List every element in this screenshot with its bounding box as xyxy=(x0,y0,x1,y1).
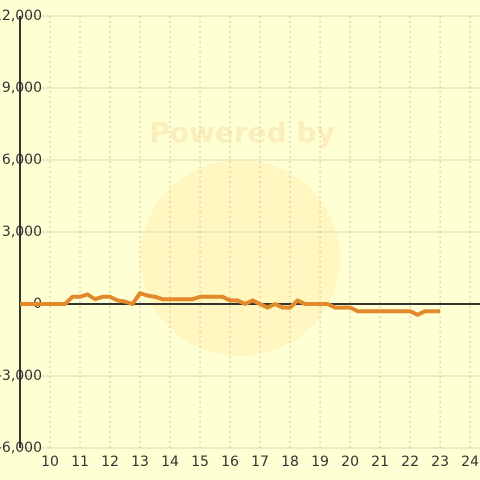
x-tick-label: 18 xyxy=(281,454,299,470)
watermark: Powered by xyxy=(149,116,335,149)
x-tick-label: 23 xyxy=(431,454,449,470)
x-tick-label: 20 xyxy=(341,454,359,470)
x-tick-label: 11 xyxy=(71,454,89,470)
x-tick-label: 17 xyxy=(251,454,269,470)
x-tick-label: 16 xyxy=(221,454,239,470)
data-line xyxy=(20,291,441,317)
x-tick-label: 19 xyxy=(311,454,329,470)
x-tick-label: 13 xyxy=(131,454,149,470)
x-tick-label: 12 xyxy=(101,454,119,470)
x-tick-label: 14 xyxy=(161,454,179,470)
x-tick-label: 22 xyxy=(401,454,419,470)
x-tick-label: 10 xyxy=(41,454,59,470)
x-tick-label: 21 xyxy=(371,454,389,470)
y-tick-label: 3,000 xyxy=(2,224,42,240)
x-tick-label: 24 xyxy=(461,454,479,470)
y-tick-label: 9,000 xyxy=(2,80,42,96)
x-tick-label: 15 xyxy=(191,454,209,470)
y-tick-label: 6,000 xyxy=(2,152,42,168)
